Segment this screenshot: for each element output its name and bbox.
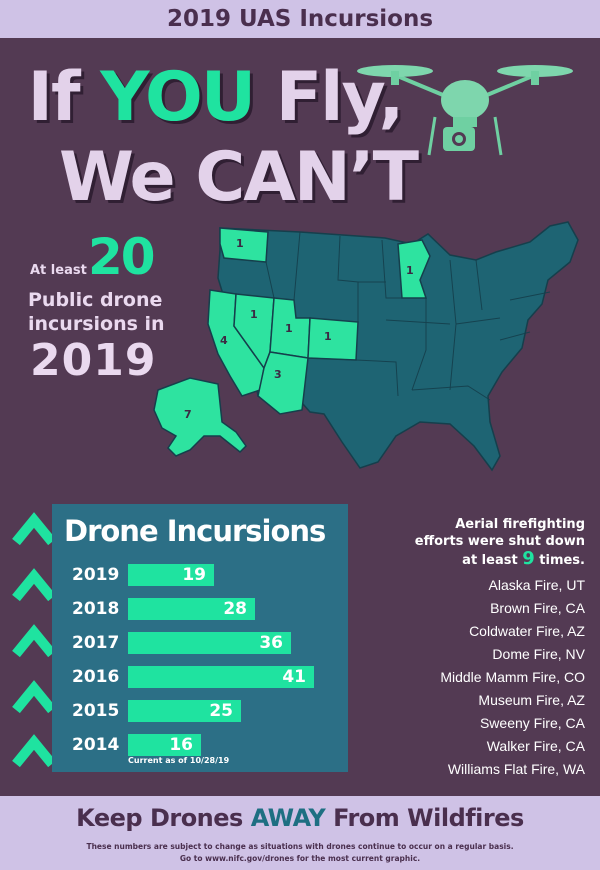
chart-panel: Drone Incursions 2019 19 2018 28 2017 36 2016 4… bbox=[52, 504, 348, 772]
fires-heading: Aerial firefighting efforts were shut do… bbox=[380, 516, 585, 569]
fire-item: Sweeny Fire, CA bbox=[479, 715, 585, 731]
headline-text-if: If bbox=[27, 58, 101, 137]
chart-title: Drone Incursions bbox=[64, 514, 326, 548]
bar bbox=[128, 598, 255, 620]
us-map: 1 1 4 1 1 1 3 7 bbox=[153, 221, 579, 472]
stat-year: 2019 bbox=[30, 335, 157, 386]
footer-bar: Keep Drones AWAY From Wildfires These nu… bbox=[0, 796, 600, 870]
map-label-wa: 1 bbox=[236, 237, 244, 250]
bar-value-label: 25 bbox=[209, 701, 233, 721]
bar-year-label: 2016 bbox=[72, 667, 120, 687]
bar-value-label: 16 bbox=[169, 735, 193, 755]
bar bbox=[128, 632, 291, 654]
bar-year-label: 2015 bbox=[72, 701, 120, 721]
bar-value-label: 19 bbox=[182, 565, 206, 585]
map-state-co bbox=[307, 317, 359, 361]
fire-item: Brown Fire, CA bbox=[490, 600, 585, 616]
map-label-ak: 7 bbox=[184, 408, 192, 421]
bar bbox=[128, 564, 214, 586]
bar-value-label: 36 bbox=[259, 633, 283, 653]
bar-year-label: 2018 bbox=[72, 599, 120, 619]
fire-item: Museum Fire, AZ bbox=[478, 692, 585, 708]
map-label-nv: 1 bbox=[250, 308, 258, 321]
fire-item: Middle Mamm Fire, CO bbox=[440, 669, 585, 685]
bar bbox=[128, 666, 314, 688]
map-state-wa bbox=[219, 227, 269, 263]
fire-item: Dome Fire, NV bbox=[492, 646, 585, 662]
bar-value-label: 28 bbox=[223, 599, 247, 619]
footer-title: Keep Drones AWAY From Wildfires bbox=[0, 804, 600, 832]
stat-prefix: At least bbox=[30, 263, 87, 278]
footer-title-a: Keep Drones bbox=[76, 804, 251, 832]
headline-line1: If YOU Fly, bbox=[0, 58, 430, 137]
bar-year-label: 2017 bbox=[72, 633, 120, 653]
fires-heading-line1: Aerial firefighting bbox=[455, 517, 585, 532]
stat-line3: incursions in bbox=[28, 313, 165, 335]
bar bbox=[128, 700, 241, 722]
map-continental-base bbox=[217, 221, 579, 472]
footer-disclaimer-1: These numbers are subject to change as s… bbox=[86, 842, 514, 851]
chart-note: Current as of 10/28/19 bbox=[128, 756, 230, 765]
headline-line2: We CAN’T bbox=[58, 138, 419, 217]
map-label-ut: 1 bbox=[285, 322, 293, 335]
fire-item: Coldwater Fire, AZ bbox=[469, 623, 585, 639]
bar-year-label: 2019 bbox=[72, 565, 120, 585]
bar-value-label: 41 bbox=[282, 667, 306, 687]
fire-item: Walker Fire, CA bbox=[486, 738, 585, 754]
footer-disclaimer-2: Go to www.nifc.gov/drones for the most c… bbox=[179, 854, 421, 863]
map-label-co: 1 bbox=[324, 330, 332, 343]
fires-heading-prefix: at least bbox=[462, 553, 523, 568]
drone-icon bbox=[357, 65, 573, 156]
map-state-ak bbox=[153, 377, 247, 457]
fires-heading-suffix: times. bbox=[534, 553, 585, 568]
footer-title-away: AWAY bbox=[250, 804, 326, 832]
bar bbox=[128, 734, 201, 756]
stat-number: 20 bbox=[88, 228, 156, 286]
bar-year-label: 2014 bbox=[72, 735, 120, 755]
map-label-ca: 4 bbox=[220, 334, 228, 347]
fire-item: Alaska Fire, UT bbox=[488, 577, 585, 593]
headline-text-you: YOU bbox=[100, 58, 256, 137]
fires-heading-line3: at least 9 times. bbox=[380, 550, 585, 569]
map-label-mn: 1 bbox=[406, 264, 414, 277]
chevron-column bbox=[12, 512, 56, 768]
map-label-az: 3 bbox=[274, 368, 282, 381]
page-title: 2019 UAS Incursions bbox=[166, 6, 434, 32]
fires-count: 9 bbox=[522, 548, 535, 569]
footer-title-c: From Wildfires bbox=[325, 804, 524, 832]
header-bar: 2019 UAS Incursions bbox=[0, 0, 600, 38]
fire-item: Williams Flat Fire, WA bbox=[447, 761, 585, 777]
stat-line2: Public drone bbox=[28, 289, 163, 311]
fires-heading-line2: efforts were shut down bbox=[414, 534, 585, 549]
fires-list: Alaska Fire, UT Brown Fire, CA Coldwater… bbox=[400, 574, 585, 781]
